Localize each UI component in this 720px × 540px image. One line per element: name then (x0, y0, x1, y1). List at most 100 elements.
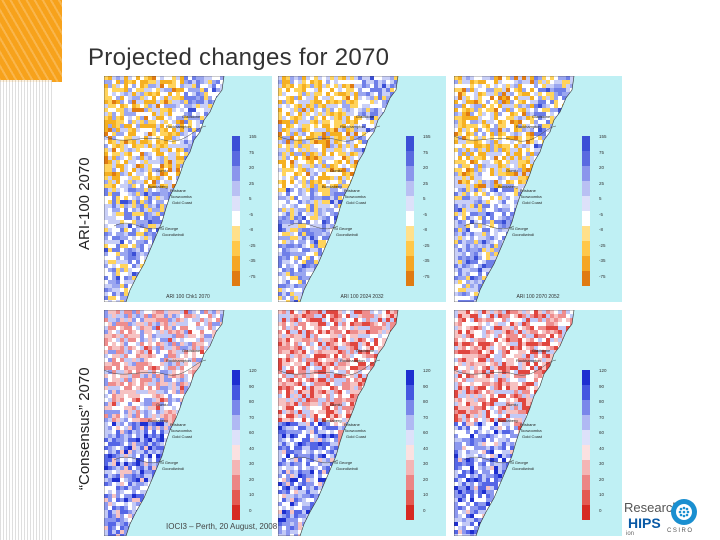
place-label-goondiwindi: Goondiwindi (336, 466, 359, 471)
row-label-consensus: “Consensus” 2070 (76, 367, 93, 490)
colorbar-tick: 60 (599, 430, 605, 435)
place-label-brisbane: Brisbane (520, 188, 536, 193)
colorbar-tick: -5 (423, 211, 428, 217)
colorbar-tick: 5 (249, 196, 252, 201)
place-label-stgeorge: St George (334, 226, 353, 231)
place-label-gumlu: Gumlu (330, 168, 342, 173)
place-label-toowoomba: Toowoomba (344, 428, 366, 433)
colorbar-tick: 20 (423, 476, 429, 482)
place-label-bundaberg: Bundaberg (498, 418, 518, 423)
map-field-top-1 (104, 76, 225, 302)
map-panel-top-3: 155 75 20 25 5 -5 -8 -25 -35 -75 Gladstone Rockhamp… (454, 76, 622, 302)
map-panel-top-1: 155 75 20 25 5 -5 -8 -25 -35 -75 Gladstone Rockhamp… (104, 76, 272, 302)
place-label-stgeorge: St George (510, 460, 529, 465)
colorbar-tick: 120 (423, 368, 431, 373)
place-label-gumlu: Gumlu (330, 402, 342, 407)
corner-decoration (0, 0, 62, 82)
place-label-brisbane: Brisbane (344, 188, 360, 193)
colorbar (232, 370, 240, 520)
colorbar-tick: -8 (423, 227, 428, 232)
colorbar-tick: 90 (249, 383, 255, 389)
row-label-ari: ARI-100 2070 (76, 157, 93, 250)
coastline (104, 76, 225, 302)
colorbar-tick: 0 (599, 507, 602, 513)
colorbar-tick: 155 (249, 134, 257, 139)
colorbar-tick: -25 (599, 242, 606, 248)
colorbar (232, 136, 240, 286)
place-label-toowoomba: Toowoomba (170, 428, 192, 433)
place-label-gladstone: Gladstone (356, 348, 375, 353)
colorbar (406, 370, 414, 520)
place-label-gumlu: Gumlu (506, 402, 518, 407)
region-border (278, 125, 381, 230)
colorbar-tick: 60 (423, 430, 429, 435)
place-label-goondiwindi: Goondiwindi (512, 232, 535, 237)
colorbar-tick: -5 (599, 211, 604, 217)
place-label-goldcoast: Gold Coast (522, 200, 543, 205)
colorbar-tick: -35 (599, 258, 606, 263)
place-label-gladstone: Gladstone (532, 348, 551, 353)
colorbar-tick: -35 (249, 258, 256, 263)
colorbar-tick: 5 (599, 196, 602, 201)
colorbar-tick: 30 (423, 461, 429, 466)
colorbar (582, 370, 590, 520)
logo-sub-text: ion (626, 531, 635, 537)
colorbar-tick: 60 (249, 430, 255, 435)
colorbar-tick: 25 (599, 180, 605, 186)
colorbar-tick: 10 (249, 492, 255, 497)
colorbar-tick: 70 (599, 414, 605, 420)
place-label-toowoomba: Toowoomba (520, 194, 542, 199)
map-field-top-3 (454, 76, 575, 302)
place-label-rockhampton: Rockhampton (516, 358, 541, 363)
colorbar-tick: 80 (249, 399, 255, 404)
place-label-bundaberg: Bundaberg (148, 184, 168, 189)
colorbar-tick: 20 (249, 476, 255, 482)
coastline (278, 310, 399, 536)
colorbar-tick: 75 (599, 149, 605, 155)
slide-title: Projected changes for 2070 (88, 44, 390, 71)
colorbar-tick: -75 (249, 273, 256, 279)
colorbar-tick: 120 (249, 368, 257, 373)
colorbar-tick: 40 (423, 445, 429, 451)
place-label-rockhampton: Rockhampton (516, 124, 541, 129)
colorbar-tick: 20 (599, 165, 605, 170)
colorbar-tick: 5 (423, 196, 426, 201)
colorbar-tick: -75 (599, 273, 606, 279)
colorbar-tick: 10 (423, 492, 429, 497)
place-label-gladstone: Gladstone (532, 114, 551, 119)
colorbar-tick: 30 (249, 461, 255, 466)
footer-text: IOCI3 – Perth, 20 August, 2008 (166, 522, 278, 531)
colorbar-tick: 20 (599, 476, 605, 482)
place-label-goldcoast: Gold Coast (346, 200, 367, 205)
place-label-rockhampton: Rockhampton (166, 358, 191, 363)
colorbar-tick: 80 (599, 399, 605, 404)
region-border (454, 125, 557, 230)
colorbar-tick: -25 (249, 242, 256, 248)
place-label-stgeorge: St George (510, 226, 529, 231)
colorbar-tick: 40 (599, 445, 605, 451)
place-label-bundaberg: Bundaberg (322, 184, 342, 189)
coastline (104, 310, 225, 536)
place-label-stgeorge: St George (334, 460, 353, 465)
place-label-brisbane: Brisbane (170, 188, 186, 193)
place-label-goondiwindi: Goondiwindi (512, 466, 535, 471)
place-label-bundaberg: Bundaberg (322, 418, 342, 423)
colorbar-tick: -5 (249, 211, 254, 217)
place-label-toowoomba: Toowoomba (520, 428, 542, 433)
place-label-goondiwindi: Goondiwindi (162, 232, 185, 237)
colorbar (406, 136, 414, 286)
place-label-gumlu: Gumlu (156, 402, 168, 407)
colorbar-tick: 70 (249, 414, 255, 420)
csiro-org-text: CSIRO (667, 528, 694, 534)
place-label-brisbane: Brisbane (170, 422, 186, 427)
colorbar-tick: 0 (423, 507, 426, 513)
colorbar-tick: -75 (423, 273, 430, 279)
place-label-gumlu: Gumlu (156, 168, 168, 173)
csiro-logo-icon (671, 499, 697, 525)
place-label-brisbane: Brisbane (344, 422, 360, 427)
map-field-bottom-3 (454, 310, 575, 536)
logo-hips-text: HIPS (628, 515, 661, 531)
colorbar-tick: 20 (423, 165, 429, 170)
place-label-rockhampton: Rockhampton (340, 358, 365, 363)
colorbar-tick: 0 (249, 507, 252, 513)
